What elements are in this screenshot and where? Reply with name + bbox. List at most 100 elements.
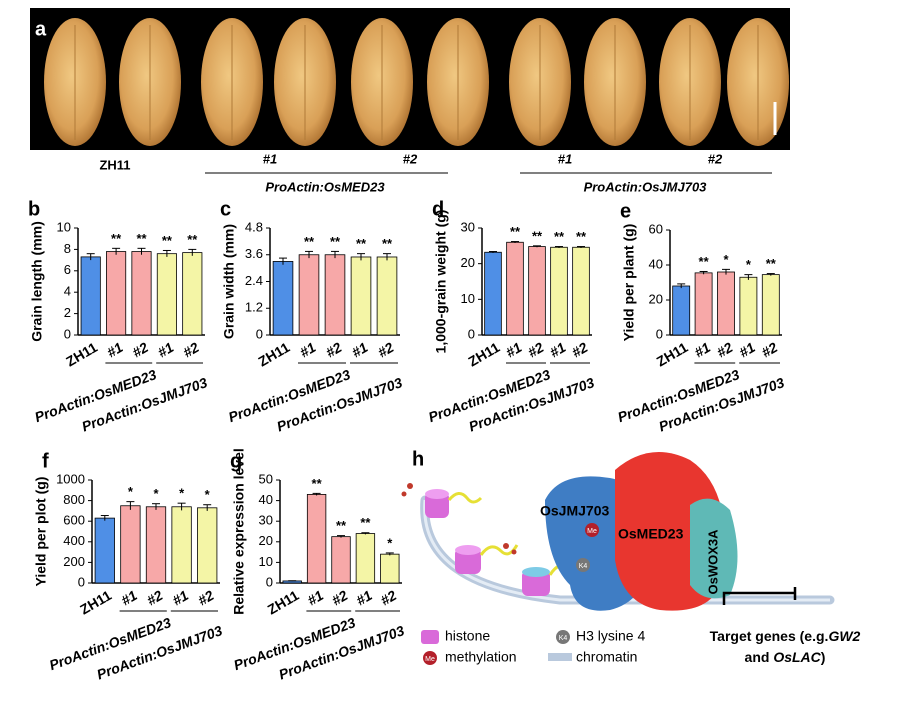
y-axis-label: Relative expression level: [231, 448, 247, 615]
gene: GW2: [828, 628, 860, 644]
methyl-icon: [585, 523, 599, 537]
y-tick-label: 8: [64, 241, 71, 256]
k4-icon: [576, 558, 590, 572]
y-tick-label: 30: [259, 513, 273, 528]
panel-letter: f: [42, 450, 49, 472]
line-label: #2: [708, 151, 723, 166]
significance: **: [532, 228, 543, 243]
text: ): [821, 649, 826, 665]
protein-label: OsWOX3A: [705, 529, 720, 595]
protein-wox3a: [690, 498, 738, 599]
significance: **: [304, 234, 315, 249]
x-tick-label: ZH11: [654, 339, 691, 370]
significance: *: [153, 486, 159, 501]
y-axis-label: 1,000-grain weight (g): [433, 210, 449, 354]
significance: **: [330, 234, 341, 249]
significance: *: [205, 487, 211, 502]
significance: **: [136, 231, 147, 246]
y-tick-label: 10: [461, 291, 475, 306]
y-tick-label: 1000: [56, 471, 85, 486]
bar: [376, 256, 398, 336]
x-tick-label: #2: [195, 587, 217, 609]
legend-histone-icon: [421, 630, 439, 644]
bar: [484, 251, 502, 336]
x-tick-label: #2: [144, 587, 166, 609]
grains: [44, 18, 789, 146]
x-tick-label: #2: [329, 587, 351, 609]
y-tick-label: 6: [64, 262, 71, 277]
construct-label: ProActin:OsMED23: [265, 179, 385, 194]
significance: **: [554, 229, 565, 244]
legend-methyl-text: Me: [425, 656, 435, 663]
x-tick-label: ZH11: [265, 587, 302, 618]
line-label: #1: [263, 151, 277, 166]
x-tick-label: #1: [304, 587, 326, 609]
y-tick-label: 1.2: [245, 300, 263, 315]
panel-letter: a: [35, 18, 47, 40]
line-label: #1: [558, 151, 572, 166]
protein-label: OsMED23: [618, 526, 684, 542]
x-tick-label: #2: [714, 339, 736, 361]
significance: *: [723, 252, 729, 267]
target-genes: and OsLAC): [745, 649, 826, 665]
x-tick-label: #2: [525, 339, 547, 361]
y-tick-label: 0: [256, 326, 263, 341]
legend-label: H3 lysine 4: [576, 628, 645, 644]
nucleosome: [425, 489, 483, 518]
model-diagram: h OsJMJ703 OsMED23 OsWOX3A Me K4 histone…: [401, 448, 861, 665]
bar: [298, 254, 320, 336]
legend-methyl-icon: [423, 651, 437, 665]
panel-letter: d: [432, 198, 444, 220]
y-tick-label: 40: [259, 492, 273, 507]
x-tick-label: #2: [323, 339, 345, 361]
panel-letter: b: [28, 198, 40, 220]
bar: [739, 276, 758, 336]
target-genes: Target genes (e.g.GW2: [710, 628, 861, 644]
bar: [672, 285, 691, 336]
y-tick-label: 50: [259, 471, 273, 486]
y-tick-label: 30: [461, 219, 475, 234]
significance: **: [312, 476, 323, 491]
bar: [717, 271, 735, 336]
bar: [572, 246, 590, 336]
y-tick-label: 60: [649, 221, 663, 236]
y-tick-label: 2.4: [245, 273, 263, 288]
x-tick-label: #2: [569, 339, 591, 361]
legend-label: chromatin: [576, 649, 637, 665]
panel-letter: e: [620, 200, 631, 222]
significance: **: [356, 236, 367, 251]
bar: [355, 533, 376, 584]
significance: **: [336, 518, 347, 533]
x-tick-label: #2: [129, 339, 151, 361]
legend-k4-text: K4: [559, 635, 568, 642]
significance: **: [699, 254, 710, 269]
bar: [197, 507, 218, 584]
bar: [306, 494, 327, 584]
x-tick-label: #1: [503, 339, 525, 361]
y-tick-label: 0: [78, 574, 85, 589]
bar: [272, 261, 294, 336]
text: Target genes (e.g.: [710, 628, 829, 644]
protein-label: OsJMJ703: [540, 503, 609, 519]
significance: *: [746, 257, 752, 272]
y-tick-label: 4.8: [245, 219, 263, 234]
x-tick-label: #1: [691, 339, 713, 361]
y-tick-label: 800: [63, 492, 85, 507]
legend-label: histone: [445, 628, 490, 644]
y-tick-label: 0: [656, 326, 663, 341]
x-tick-label: #2: [378, 587, 400, 609]
significance: **: [187, 232, 198, 247]
y-tick-label: 10: [259, 554, 273, 569]
x-tick-label: ZH11: [255, 339, 292, 370]
panel-letter: h: [412, 448, 424, 470]
bar: [80, 256, 101, 336]
significance: *: [128, 484, 134, 499]
x-tick-label: #2: [759, 339, 781, 361]
significance: **: [766, 256, 777, 271]
bar: [282, 580, 302, 584]
construct-label: ProActin:OsJMJ703: [584, 179, 708, 194]
x-tick-label: #1: [349, 339, 371, 361]
bar: [120, 505, 141, 584]
